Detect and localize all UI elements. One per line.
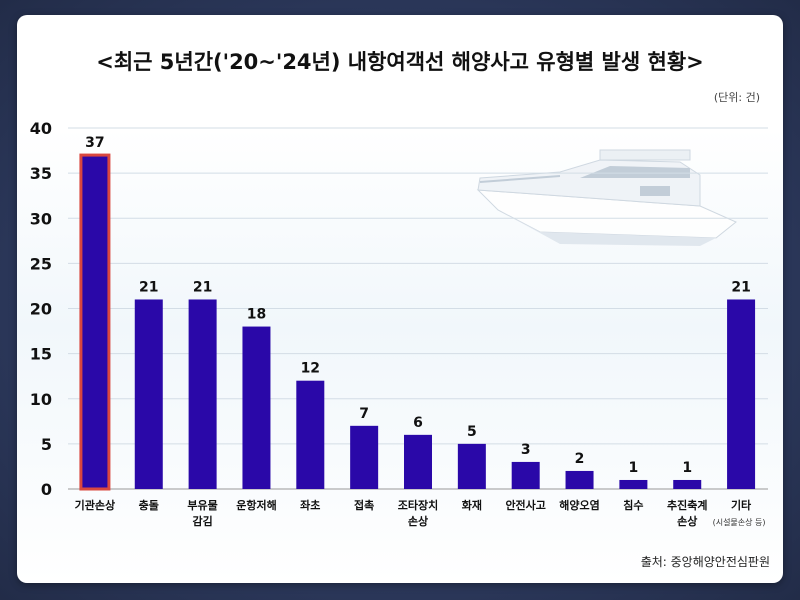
bar bbox=[242, 326, 271, 489]
data-label: 5 bbox=[467, 424, 477, 440]
y-tick-label: 35 bbox=[30, 164, 52, 183]
chart-title: <최근 5년간('20~'24년) 내항여객선 해양사고 유형별 발생 현황> bbox=[96, 50, 704, 74]
x-tick-label: 좌초 bbox=[300, 498, 320, 512]
x-tick-label: 화재 bbox=[462, 498, 482, 512]
x-tick-label: 운항저해 bbox=[236, 498, 276, 512]
x-tick-label: 해양오염 bbox=[559, 498, 599, 512]
y-tick-label: 0 bbox=[41, 480, 52, 499]
ferry-illustration bbox=[476, 149, 737, 246]
y-tick-label: 10 bbox=[30, 390, 52, 409]
x-tick-note: (시설물손상 등) bbox=[713, 517, 766, 527]
source-label: 출처: 중앙해양안전심판원 bbox=[640, 555, 770, 569]
data-label: 21 bbox=[193, 279, 212, 295]
bar bbox=[565, 470, 594, 489]
bar bbox=[511, 461, 540, 489]
data-label: 18 bbox=[247, 307, 266, 323]
x-tick-label: 조타장치 bbox=[398, 498, 438, 512]
bar bbox=[350, 425, 379, 489]
data-label: 37 bbox=[85, 135, 104, 151]
bar bbox=[727, 299, 756, 489]
x-tick-label: 기관손상 bbox=[75, 498, 115, 512]
bar bbox=[457, 443, 486, 489]
x-tick-label: 손상 bbox=[408, 514, 428, 528]
data-label: 1 bbox=[629, 460, 639, 476]
data-label: 6 bbox=[413, 415, 423, 431]
x-tick-label: 부유물 bbox=[187, 499, 217, 512]
x-tick-label: 손상 bbox=[677, 514, 697, 528]
bar bbox=[619, 479, 648, 489]
y-tick-label: 30 bbox=[30, 209, 52, 228]
y-tick-label: 20 bbox=[30, 300, 52, 319]
bar bbox=[404, 434, 432, 489]
y-tick-label: 25 bbox=[30, 254, 52, 273]
x-tick-label: 안전사고 bbox=[505, 498, 545, 512]
x-tick-label: 추진축계 bbox=[667, 498, 707, 512]
y-tick-label: 15 bbox=[30, 345, 52, 364]
data-label: 12 bbox=[301, 361, 320, 377]
data-label: 2 bbox=[575, 451, 585, 467]
x-tick-label: 충돌 bbox=[139, 498, 159, 512]
bar bbox=[188, 299, 217, 489]
x-tick-label: 침수 bbox=[623, 498, 643, 512]
data-label: 21 bbox=[731, 279, 750, 295]
y-tick-label: 40 bbox=[30, 119, 52, 138]
x-tick-label: 접촉 bbox=[354, 498, 374, 512]
y-tick-label: 5 bbox=[41, 435, 52, 454]
bar bbox=[673, 479, 702, 489]
bar bbox=[296, 380, 325, 489]
x-tick-label: 기타 bbox=[731, 498, 752, 512]
data-label: 7 bbox=[359, 406, 369, 422]
bar bbox=[79, 153, 111, 491]
data-label: 3 bbox=[521, 442, 531, 458]
bar bbox=[134, 299, 163, 489]
data-label: 21 bbox=[139, 279, 158, 295]
unit-label: (단위: 건) bbox=[713, 91, 760, 104]
x-tick-label: 감김 bbox=[192, 514, 212, 528]
data-label: 1 bbox=[682, 460, 692, 476]
